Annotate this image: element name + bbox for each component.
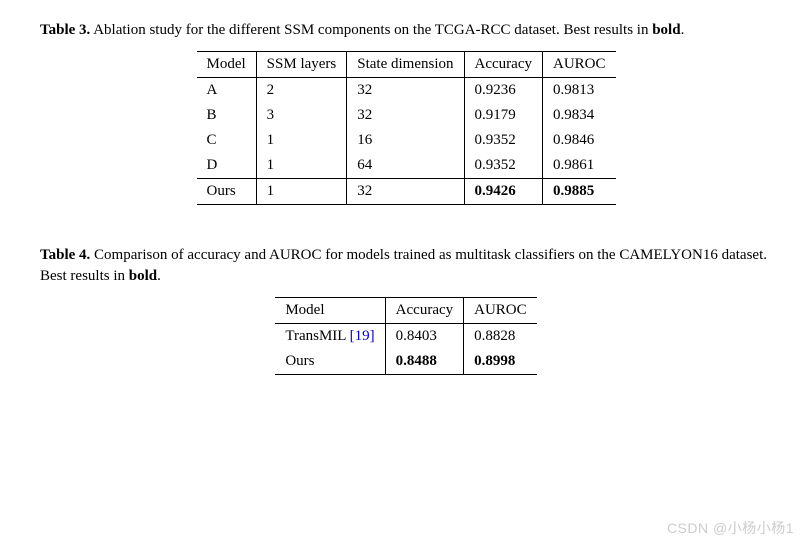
table-row: D 1 64 0.9352 0.9861 <box>197 153 616 179</box>
watermark: CSDN @小杨小杨1 <box>667 518 794 538</box>
table4-section: Table 4. Comparison of accuracy and AURO… <box>40 245 772 375</box>
table3-caption: Table 3. Ablation study for the differen… <box>40 20 772 41</box>
cell-auroc: 0.9846 <box>542 128 615 153</box>
cell-dim: 32 <box>347 103 464 128</box>
cell-dim: 32 <box>347 179 464 205</box>
cell-model: C <box>197 128 257 153</box>
cell-auroc: 0.8998 <box>464 349 537 375</box>
table3-body: A 2 32 0.9236 0.9813 B 3 32 0.9179 0.983… <box>197 78 616 205</box>
table3-caption-text: Ablation study for the different SSM com… <box>90 22 652 38</box>
table3-col-dim: State dimension <box>347 52 464 78</box>
table3-col-auroc: AUROC <box>542 52 615 78</box>
table-row: Ours 1 32 0.9426 0.9885 <box>197 179 616 205</box>
cell-dim: 16 <box>347 128 464 153</box>
cell-layers: 1 <box>256 179 347 205</box>
table-row: C 1 16 0.9352 0.9846 <box>197 128 616 153</box>
cell-dim: 32 <box>347 78 464 104</box>
table-row: B 3 32 0.9179 0.9834 <box>197 103 616 128</box>
table3-caption-end: . <box>681 22 685 38</box>
table3-col-acc: Accuracy <box>464 52 542 78</box>
table4-col-acc: Accuracy <box>385 298 463 324</box>
cell-model: TransMIL [19] <box>275 324 385 350</box>
table4-caption-bold: bold <box>129 268 157 284</box>
table-row: Ours 0.8488 0.8998 <box>275 349 536 375</box>
model-name: TransMIL <box>285 328 349 344</box>
table3-header-row: Model SSM layers State dimension Accurac… <box>197 52 616 78</box>
cell-acc: 0.9352 <box>464 153 542 179</box>
ref-link[interactable]: [19] <box>350 328 375 344</box>
table4-label: Table 4. <box>40 247 90 263</box>
table3-section: Table 3. Ablation study for the differen… <box>40 20 772 205</box>
cell-acc: 0.9236 <box>464 78 542 104</box>
cell-layers: 1 <box>256 128 347 153</box>
cell-model: Ours <box>197 179 257 205</box>
table3-col-layers: SSM layers <box>256 52 347 78</box>
cell-acc: 0.9352 <box>464 128 542 153</box>
cell-model: D <box>197 153 257 179</box>
cell-acc: 0.8403 <box>385 324 463 350</box>
table4-body: TransMIL [19] 0.8403 0.8828 Ours 0.8488 … <box>275 324 536 375</box>
table4-caption: Table 4. Comparison of accuracy and AURO… <box>40 245 772 287</box>
table3: Model SSM layers State dimension Accurac… <box>197 51 616 205</box>
cell-model: Ours <box>275 349 385 375</box>
table-row: A 2 32 0.9236 0.9813 <box>197 78 616 104</box>
cell-auroc: 0.9813 <box>542 78 615 104</box>
table-row: TransMIL [19] 0.8403 0.8828 <box>275 324 536 350</box>
cell-model: A <box>197 78 257 104</box>
cell-layers: 3 <box>256 103 347 128</box>
table4: Model Accuracy AUROC TransMIL [19] 0.840… <box>275 297 536 375</box>
cell-auroc: 0.8828 <box>464 324 537 350</box>
table4-col-auroc: AUROC <box>464 298 537 324</box>
cell-dim: 64 <box>347 153 464 179</box>
table4-header-row: Model Accuracy AUROC <box>275 298 536 324</box>
cell-model: B <box>197 103 257 128</box>
cell-auroc: 0.9885 <box>542 179 615 205</box>
table4-caption-end: . <box>157 268 161 284</box>
table4-col-model: Model <box>275 298 385 324</box>
cell-acc: 0.9426 <box>464 179 542 205</box>
table3-col-model: Model <box>197 52 257 78</box>
cell-layers: 1 <box>256 153 347 179</box>
table3-caption-bold: bold <box>652 22 680 38</box>
cell-acc: 0.9179 <box>464 103 542 128</box>
cell-layers: 2 <box>256 78 347 104</box>
cell-auroc: 0.9861 <box>542 153 615 179</box>
cell-acc: 0.8488 <box>385 349 463 375</box>
cell-auroc: 0.9834 <box>542 103 615 128</box>
table3-label: Table 3. <box>40 22 90 38</box>
